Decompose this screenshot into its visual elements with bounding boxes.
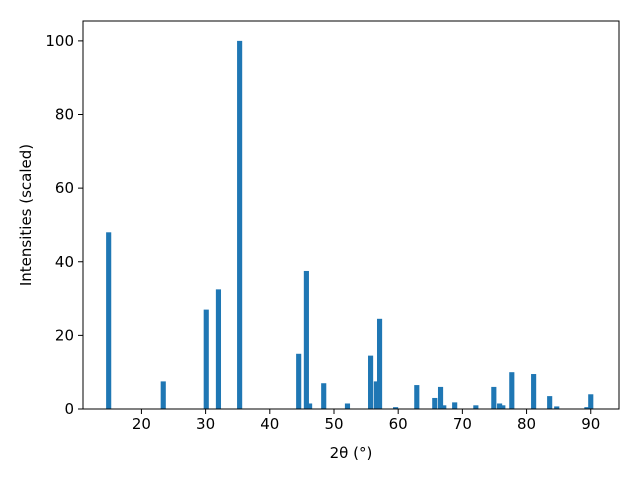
- bar: [307, 403, 313, 409]
- y-tick-label: 0: [64, 400, 74, 418]
- bar: [393, 407, 399, 409]
- bar: [491, 386, 497, 409]
- bar: [160, 381, 166, 409]
- bar: [531, 374, 537, 409]
- plot-frame: [82, 20, 620, 410]
- y-axis-label: Intensities (scaled): [17, 144, 35, 286]
- x-tick-label: 50: [324, 415, 343, 433]
- bar: [497, 403, 503, 409]
- bar: [584, 407, 590, 409]
- x-tick-label: 40: [260, 415, 279, 433]
- bar: [473, 405, 479, 409]
- bar: [437, 386, 444, 409]
- x-tick-label: 60: [389, 415, 408, 433]
- x-tick-label: 30: [196, 415, 215, 433]
- y-tick-label: 80: [55, 106, 74, 124]
- x-tick-label: 90: [581, 415, 600, 433]
- bar: [215, 289, 222, 409]
- x-tick-label: 20: [132, 415, 151, 433]
- bar: [432, 397, 438, 409]
- y-tick-label: 20: [55, 326, 74, 344]
- y-tick-label: 100: [45, 32, 74, 50]
- bar: [296, 353, 302, 409]
- x-axis-label: 2θ (°): [330, 444, 373, 462]
- bar: [547, 396, 553, 409]
- bar: [414, 385, 420, 409]
- bar: [554, 406, 560, 409]
- bar: [344, 403, 351, 409]
- bar: [588, 394, 594, 409]
- y-tick-label: 40: [55, 253, 74, 271]
- bar: [203, 309, 209, 409]
- x-tick-label: 70: [453, 415, 472, 433]
- bar: [452, 402, 458, 409]
- bar: [509, 372, 515, 409]
- bar: [106, 232, 112, 409]
- bar: [376, 318, 383, 409]
- bar: [237, 40, 243, 409]
- y-tick-label: 60: [55, 179, 74, 197]
- bar: [500, 405, 506, 409]
- x-tick-label: 80: [517, 415, 536, 433]
- bar: [321, 383, 327, 409]
- bar: [373, 381, 379, 409]
- bar: [303, 270, 309, 409]
- bar: [441, 405, 447, 409]
- bar: [368, 355, 374, 409]
